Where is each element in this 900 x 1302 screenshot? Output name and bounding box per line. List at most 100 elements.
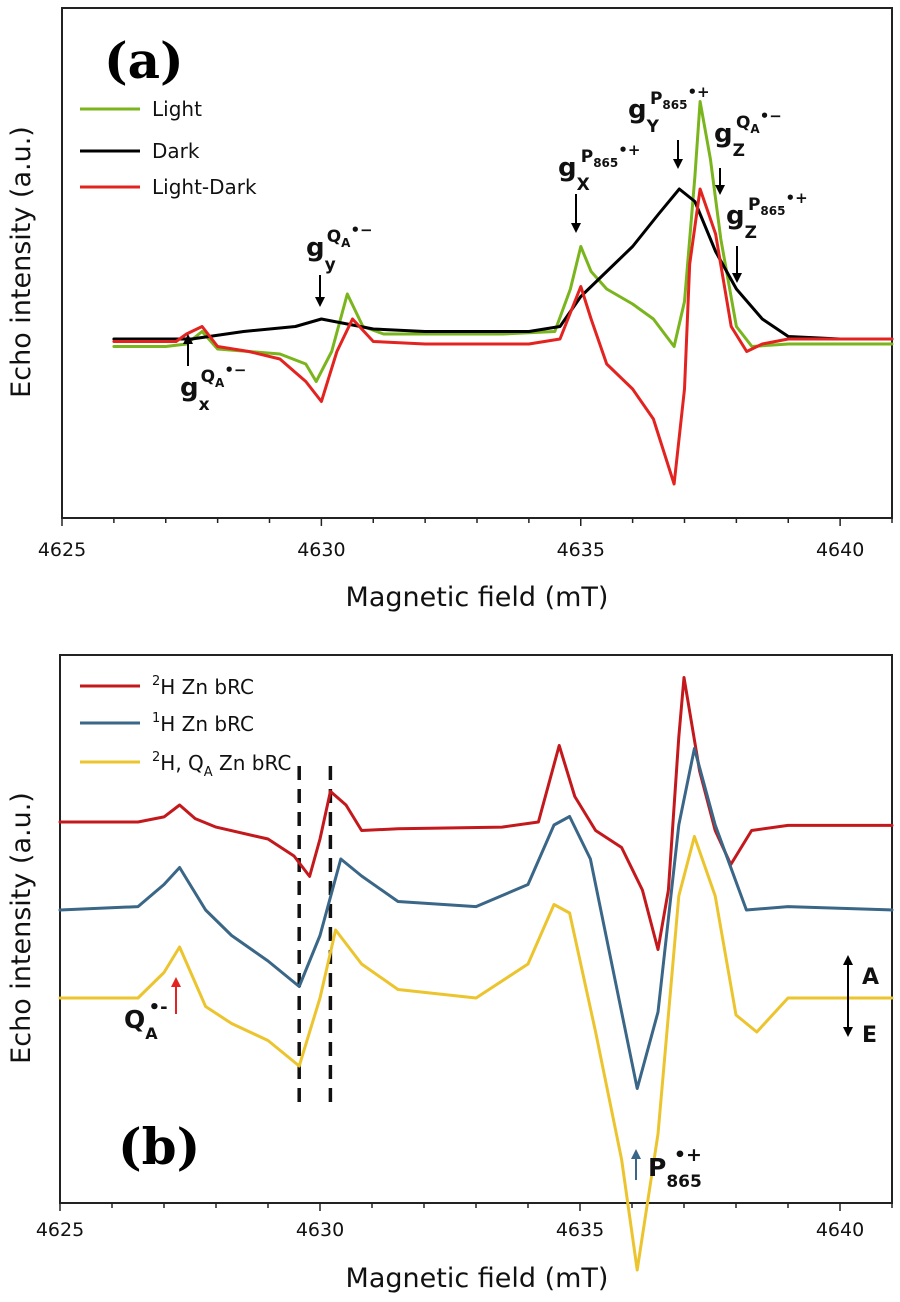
svg-text:gxQA•−: gxQA•− <box>180 361 247 415</box>
legend-2h-sup: 2 <box>152 674 160 689</box>
arrowhead-icon <box>732 273 742 283</box>
arrowhead-icon <box>171 977 181 987</box>
annotation-gy-p865-base: g <box>628 95 647 125</box>
annotation-gx-p865-supsub: 865 <box>593 156 618 170</box>
x-tick-label-4640: 4640 <box>816 1219 864 1241</box>
legend-2h-text: H Zn bRC <box>160 675 254 699</box>
panel-a-y-axis-title: Echo intensity (a.u.) <box>6 126 37 398</box>
panel-a-label: (a) <box>104 31 184 90</box>
x-tick-label-4635: 4635 <box>556 1219 604 1241</box>
svg-text:gZQA•−: gZQA•− <box>714 107 782 161</box>
annotation-gy-qa-sup: Q <box>327 227 341 247</box>
annotation-gz-qa-sup: Q <box>736 113 750 133</box>
series-line-b-2h-qa-zn-brc <box>58 835 894 1272</box>
x-tick-label-4635: 4635 <box>557 539 605 561</box>
panel-b-y-axis-title: Echo intensity (a.u.) <box>6 792 37 1064</box>
series-line-a-light <box>112 100 894 383</box>
legend-1h-sup: 1 <box>152 711 160 726</box>
annotation-gy-p865-sup: P <box>650 89 662 109</box>
legend-2hqa-tail: Zn bRC <box>213 751 292 775</box>
indicator-label-e: E <box>862 1023 877 1048</box>
panel-b-x-ticks: 4625 4630 4635 4640 <box>36 1203 893 1241</box>
annotation-gx-p865-base: g <box>558 153 577 183</box>
panel-b-dashed-guides <box>297 766 333 1104</box>
legend-label-dark: Dark <box>152 139 200 163</box>
annotation-gy-p865-sub: Y <box>646 117 660 137</box>
annotation-gz-qa-mark: •− <box>760 107 782 125</box>
x-tick-label-4640: 4640 <box>816 539 864 561</box>
x-tick-label-4630: 4630 <box>297 539 345 561</box>
annotation-gz-qa: gZQA•− <box>714 107 782 195</box>
annotation-qa-sub: A <box>145 1024 158 1043</box>
annotation-gx-p865: gXP865•+ <box>558 141 640 233</box>
annotation-gz-qa-supsub: A <box>750 122 760 136</box>
annotation-gz-qa-base: g <box>714 119 733 149</box>
panel-b: 4625 4630 4635 4640 2H Zn bRC 1H Zn bRC 2H,… <box>6 654 894 1294</box>
annotation-gy-qa-sub: y <box>325 255 336 275</box>
arrowhead-icon <box>715 185 725 195</box>
annotation-gz-p865-sup: P <box>748 195 760 215</box>
legend-label-2h-zn-brc: 2H Zn bRC <box>152 674 254 699</box>
legend-2hqa-sup: 2 <box>152 750 160 765</box>
annotation-gy-qa-mark: •− <box>350 221 372 239</box>
svg-text:gXP865•+: gXP865•+ <box>558 141 640 195</box>
series-line-b-1h-zn-brc <box>58 747 894 1090</box>
annotation-qa-sup: •- <box>149 997 168 1018</box>
annotation-gx-qa-supsub: A <box>215 376 225 390</box>
arrowhead-icon <box>673 159 683 169</box>
arrowhead-icon <box>315 297 325 307</box>
legend-2hqa-text: H, Q <box>160 751 204 775</box>
annotation-gx-qa-sub: x <box>199 395 210 415</box>
panel-a-legend: Light Dark Light-Dark <box>80 97 257 199</box>
indicator-label-a: A <box>862 965 879 990</box>
panel-a-x-ticks: 4625 4630 4635 4640 <box>38 518 893 561</box>
annotation-qa-text: Q <box>124 1005 145 1034</box>
annotation-p865-text: P <box>648 1153 666 1182</box>
annotation-gz-p865: gZP865•+ <box>726 189 808 283</box>
annotation-p865-marker: P865 •+ <box>631 1144 702 1192</box>
annotation-gz-qa-sub: Z <box>733 141 745 161</box>
annotation-gx-qa-base: g <box>180 373 199 403</box>
annotation-gy-p865: gYP865•+ <box>628 83 710 169</box>
annotation-gx-p865-mark: •+ <box>618 141 640 159</box>
panel-b-curves <box>58 676 894 1272</box>
svg-text:gZP865•+: gZP865•+ <box>726 189 808 243</box>
x-tick-label-4630: 4630 <box>296 1219 344 1241</box>
annotation-gx-qa-sup: Q <box>201 367 215 387</box>
arrowhead-icon <box>631 1149 641 1159</box>
panel-a-curves <box>112 100 894 486</box>
legend-2hqa-sub: A <box>204 765 213 780</box>
panel-b-legend: 2H Zn bRC 1H Zn bRC 2H, QA Zn bRC <box>80 674 291 780</box>
legend-label-light-dark: Light-Dark <box>152 175 257 199</box>
annotation-gx-p865-sub: X <box>577 175 590 195</box>
arrowhead-icon <box>843 955 853 965</box>
legend-1h-text: H Zn bRC <box>160 712 254 736</box>
annotation-p865-sub: 865 <box>666 1172 702 1192</box>
svg-text:gYP865•+: gYP865•+ <box>628 83 710 137</box>
arrowhead-icon <box>571 223 581 233</box>
annotation-gy-qa: gyQA•− <box>306 221 373 307</box>
legend-label-2h-qa-zn-brc: 2H, QA Zn bRC <box>152 750 291 780</box>
annotation-gy-p865-mark: •+ <box>687 83 709 101</box>
annotation-gz-p865-supsub: 865 <box>760 204 785 218</box>
series-line-a-light-dark <box>112 187 894 486</box>
annotation-gz-p865-base: g <box>726 201 745 231</box>
panel-b-x-axis-title: Magnetic field (mT) <box>346 1263 609 1294</box>
absorption-emission-indicator: A E <box>843 955 879 1048</box>
annotation-gx-qa: gxQA•− <box>180 334 247 415</box>
annotation-p865-sup: •+ <box>674 1144 702 1166</box>
panel-a-plot-frame <box>61 7 893 519</box>
annotation-gy-qa-supsub: A <box>341 236 351 250</box>
annotation-qa-marker: QA •- <box>124 977 181 1043</box>
annotation-gx-qa-mark: •− <box>224 361 246 379</box>
legend-label-1h-zn-brc: 1H Zn bRC <box>152 711 254 736</box>
panel-b-label: (b) <box>118 1117 200 1176</box>
svg-text:P865•+: P865 •+ <box>648 1144 702 1192</box>
annotation-gy-qa-base: g <box>306 233 325 263</box>
panel-a-x-axis-title: Magnetic field (mT) <box>346 582 609 613</box>
annotation-gy-p865-supsub: 865 <box>662 98 687 112</box>
series-line-a-dark <box>112 187 894 341</box>
annotation-gz-p865-mark: •+ <box>785 189 807 207</box>
arrowhead-icon <box>843 1027 853 1037</box>
